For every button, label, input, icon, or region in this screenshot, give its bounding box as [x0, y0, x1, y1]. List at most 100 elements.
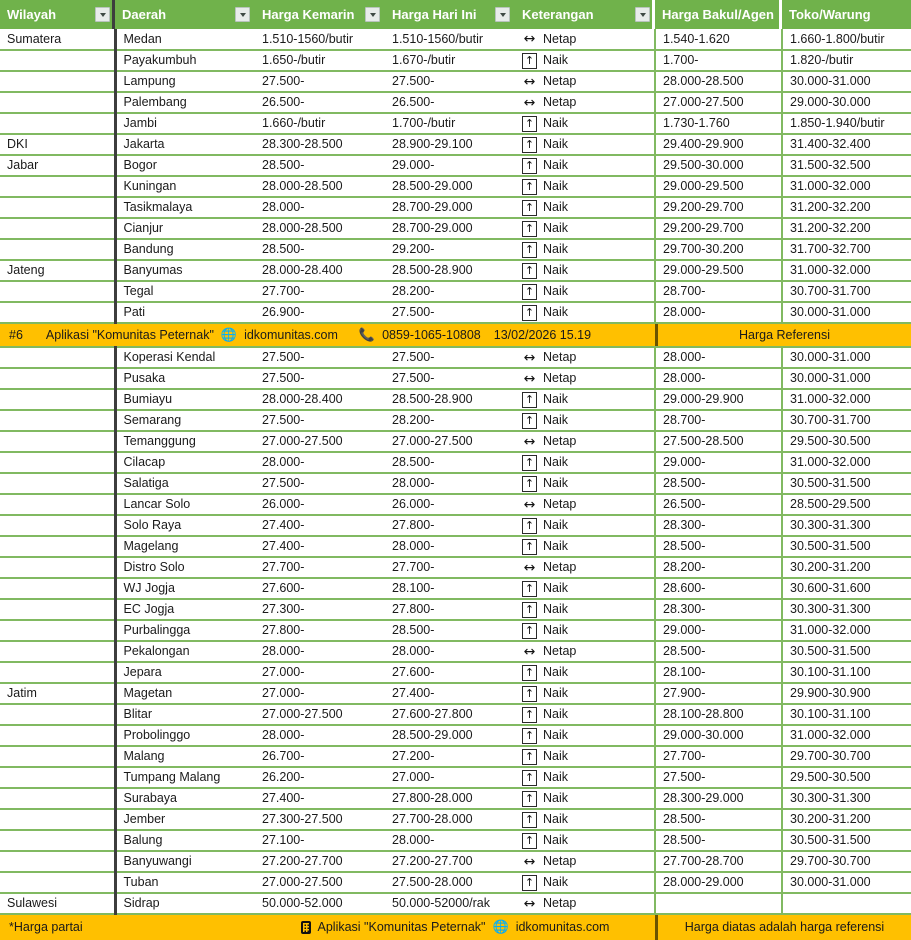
table-row[interactable]: Jepara 27.000- 27.600- ↑ Naik 28.100- 30.100-3… — [0, 662, 911, 684]
table-row[interactable]: Bandung 28.500- 29.200- ↑ Naik 29.700-30.200 3… — [0, 239, 911, 261]
cell-harga-kemarin: 27.400- — [255, 536, 385, 558]
cell-wilayah — [0, 431, 117, 453]
cell-harga-hari-ini: 28.200- — [385, 281, 515, 303]
cell-toko-warung: 29.500-30.500 — [782, 767, 911, 789]
cell-harga-kemarin: 27.000-27.500 — [255, 704, 385, 726]
table-row[interactable]: Koperasi Kendal 27.500- 27.500- ↔ Netap 28.00… — [0, 347, 911, 369]
cell-wilayah — [0, 746, 117, 768]
column-header-harga-hari-ini[interactable]: Harga Hari Ini — [385, 0, 515, 29]
chevron-down-icon[interactable] — [235, 7, 250, 22]
table-row[interactable]: Lancar Solo 26.000- 26.000- ↔ Netap 26.500- 28… — [0, 494, 911, 516]
table-row[interactable]: Lampung 27.500- 27.500- ↔ Netap 28.000-28.500… — [0, 71, 911, 93]
cell-keterangan: ↑ Naik — [515, 410, 656, 432]
cell-daerah: Cianjur — [115, 218, 255, 240]
column-header-keterangan[interactable]: Keterangan — [515, 0, 655, 29]
table-row[interactable]: Pusaka 27.500- 27.500- ↔ Netap 28.000- 30.000-… — [0, 368, 911, 390]
cell-harga-bakul-agen: 29.500-30.000 — [655, 155, 783, 177]
arrow-up-icon: ↑ — [522, 790, 537, 807]
cell-harga-hari-ini: 27.700- — [385, 557, 515, 579]
table-row[interactable]: Salatiga 27.500- 28.000- ↑ Naik 28.500- 30.500… — [0, 473, 911, 495]
cell-wilayah — [0, 197, 117, 219]
promo-banner-left: #6 Aplikasi "Komunitas Peternak" 🌐 idkomuni… — [0, 322, 655, 348]
status-label: Netap — [543, 644, 577, 659]
chevron-down-icon[interactable] — [635, 7, 650, 22]
cell-harga-kemarin: 27.500- — [255, 410, 385, 432]
table-row[interactable]: Jambi 1.660-/butir 1.700-/butir ↑ Naik 1.730-… — [0, 113, 911, 135]
cell-keterangan: ↔ Netap — [515, 431, 656, 453]
table-row[interactable]: Tegal 27.700- 28.200- ↑ Naik 28.700- 30.700-31… — [0, 281, 911, 303]
status-label: Naik — [543, 392, 569, 407]
table-row[interactable]: Banyuwangi 27.200-27.700 27.200-27.700 ↔ Net… — [0, 851, 911, 873]
chevron-down-icon[interactable] — [495, 7, 510, 22]
cell-harga-kemarin: 28.500- — [255, 239, 385, 261]
table-row[interactable]: Pati 26.900- 27.500- ↑ Naik 28.000- 30.000-31.… — [0, 302, 911, 324]
cell-daerah: Semarang — [115, 410, 255, 432]
table-row[interactable]: Solo Raya 27.400- 27.800- ↑ Naik 28.300- 30.30… — [0, 515, 911, 537]
status-label: Naik — [543, 158, 569, 173]
cell-wilayah — [0, 830, 117, 852]
cell-wilayah — [0, 809, 117, 831]
table-row[interactable]: Surabaya 27.400- 27.800-28.000 ↑ Naik 28.300-… — [0, 788, 911, 810]
arrow-up-icon: ↑ — [522, 748, 537, 765]
cell-daerah: Jambi — [115, 113, 255, 135]
cell-harga-hari-ini: 28.000- — [385, 473, 515, 495]
table-row[interactable]: Pekalongan 28.000- 28.000- ↔ Netap 28.500- 30.… — [0, 641, 911, 663]
cell-harga-hari-ini: 28.100- — [385, 578, 515, 600]
cell-toko-warung: 31.200-32.200 — [782, 218, 911, 240]
banner-website[interactable]: idkomunitas.com — [244, 327, 338, 342]
table-row[interactable]: Tuban 27.000-27.500 27.500-28.000 ↑ Naik 28.0… — [0, 872, 911, 894]
column-header-harga-kemarin[interactable]: Harga Kemarin — [255, 0, 385, 29]
table-row[interactable]: Distro Solo 27.700- 27.700- ↔ Netap 28.200- 30… — [0, 557, 911, 579]
banner-phone[interactable]: 0859-1065-10808 — [382, 327, 481, 342]
column-header-daerah[interactable]: Daerah — [115, 0, 255, 29]
table-row[interactable]: Jateng Banyumas 28.000-28.400 28.500-28.900… — [0, 260, 911, 282]
table-row[interactable]: Jember 27.300-27.500 27.700-28.000 ↑ Naik 28.… — [0, 809, 911, 831]
table-row[interactable]: WJ Jogja 27.600- 28.100- ↑ Naik 28.600- 30.600… — [0, 578, 911, 600]
banner-timestamp: 13/02/2026 15.19 — [493, 327, 592, 342]
table-row[interactable]: Cilacap 28.000- 28.500- ↑ Naik 29.000- 31.000-… — [0, 452, 911, 474]
table-row[interactable]: Tumpang Malang 26.200- 27.000- ↑ Naik 27.500-… — [0, 767, 911, 789]
column-header-wilayah[interactable]: Wilayah — [0, 0, 115, 29]
cell-wilayah — [0, 662, 117, 684]
table-row[interactable]: Payakumbuh 1.650-/butir 1.670-/butir ↑ Naik 1… — [0, 50, 911, 72]
table-row[interactable]: Sumatera Medan 1.510-1560/butir 1.510-1560/… — [0, 29, 911, 51]
status-label: Netap — [543, 896, 577, 911]
table-row[interactable]: Probolinggo 28.000- 28.500-29.000 ↑ Naik 29.0… — [0, 725, 911, 747]
cell-harga-kemarin: 28.000-28.400 — [255, 260, 385, 282]
table-row[interactable]: Sulawesi Sidrap 50.000-52.000 50.000-52000/… — [0, 893, 911, 915]
table-row[interactable]: EC Jogja 27.300- 27.800- ↑ Naik 28.300- 30.300… — [0, 599, 911, 621]
table-row[interactable]: Jatim Magetan 27.000- 27.400- ↑ Naik 27.900- 29… — [0, 683, 911, 705]
column-header-harga-bakul-agen[interactable]: Harga Bakul/Agen — [655, 0, 782, 29]
table-row[interactable]: Temanggung 27.000-27.500 27.000-27.500 ↔ Net… — [0, 431, 911, 453]
table-row[interactable]: Cianjur 28.000-28.500 28.700-29.000 ↑ Naik 29… — [0, 218, 911, 240]
table-row[interactable]: Tasikmalaya 28.000- 28.700-29.000 ↑ Naik 29.2… — [0, 197, 911, 219]
cell-harga-hari-ini: 1.670-/butir — [385, 50, 515, 72]
table-row[interactable]: Semarang 27.500- 28.200- ↑ Naik 28.700- 30.700… — [0, 410, 911, 432]
cell-toko-warung: 28.500-29.500 — [782, 494, 911, 516]
column-header-toko-warung[interactable]: Toko/Warung — [782, 0, 911, 29]
table-row[interactable]: Bumiayu 28.000-28.400 28.500-28.900 ↑ Naik 29… — [0, 389, 911, 411]
table-row[interactable]: Balung 27.100- 28.000- ↑ Naik 28.500- 30.500-3… — [0, 830, 911, 852]
phone-icon: 📞 — [358, 327, 376, 343]
chevron-down-icon[interactable] — [95, 7, 110, 22]
status-label: Naik — [543, 686, 569, 701]
cell-keterangan: ↑ Naik — [515, 620, 656, 642]
promo-banner-row[interactable]: #6 Aplikasi "Komunitas Peternak" 🌐 idkomuni… — [0, 322, 911, 348]
table-row[interactable]: Purbalingga 27.800- 28.500- ↑ Naik 29.000- 31.… — [0, 620, 911, 642]
cell-wilayah — [0, 872, 117, 894]
chevron-down-icon[interactable] — [365, 7, 380, 22]
table-row[interactable]: Jabar Bogor 28.500- 29.000- ↑ Naik 29.500-30.0… — [0, 155, 911, 177]
table-row[interactable]: Kuningan 28.000-28.500 28.500-29.000 ↑ Naik 2… — [0, 176, 911, 198]
table-row[interactable]: Magelang 27.400- 28.000- ↑ Naik 28.500- 30.500… — [0, 536, 911, 558]
cell-keterangan: ↑ Naik — [515, 218, 656, 240]
table-row[interactable]: DKI Jakarta 28.300-28.500 28.900-29.100 ↑ Nai… — [0, 134, 911, 156]
table-row[interactable]: Blitar 27.000-27.500 27.600-27.800 ↑ Naik 28.… — [0, 704, 911, 726]
cell-toko-warung: 1.820-/butir — [782, 50, 911, 72]
table-row[interactable]: Palembang 26.500- 26.500- ↔ Netap 27.000-27.5… — [0, 92, 911, 114]
cell-wilayah — [0, 788, 117, 810]
arrow-up-icon: ↑ — [522, 832, 537, 849]
footer-website[interactable]: idkomunitas.com — [515, 920, 610, 935]
cell-wilayah — [0, 641, 117, 663]
cell-harga-hari-ini: 50.000-52000/rak — [385, 893, 515, 915]
table-row[interactable]: Malang 26.700- 27.200- ↑ Naik 27.700- 29.700-3… — [0, 746, 911, 768]
